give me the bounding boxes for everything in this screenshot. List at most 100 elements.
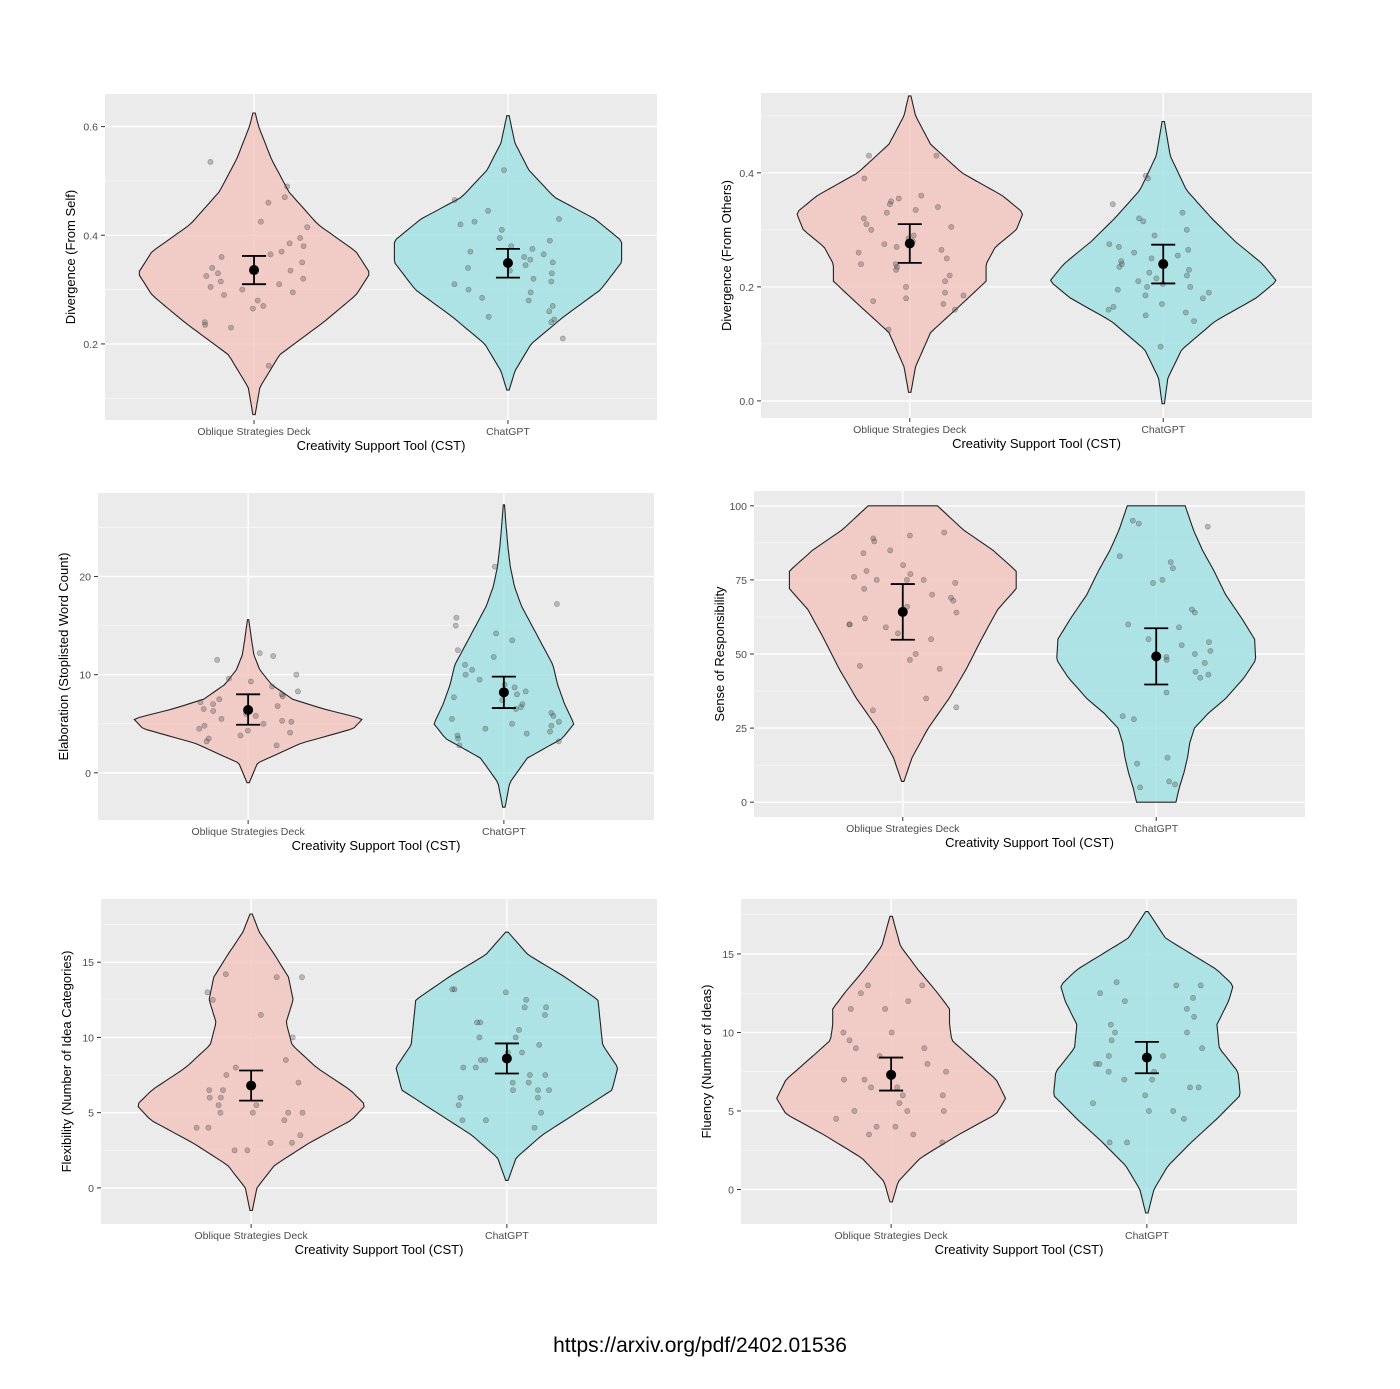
data-point [554,601,560,607]
data-point [900,562,906,568]
data-point [1113,979,1120,986]
data-point [265,362,272,369]
data-point [555,738,562,745]
data-point [276,281,283,288]
data-point [903,283,909,290]
data-point [455,1102,462,1108]
data-point [514,691,520,698]
data-point [516,1027,522,1033]
data-point [1192,668,1199,675]
data-point [286,240,293,247]
data-point [542,1072,549,1078]
data-point [1142,172,1149,179]
data-point [550,713,557,719]
data-point [548,710,555,716]
data-point [455,735,461,742]
data-point [512,1034,519,1041]
data-point [257,1012,264,1018]
data-point [548,278,555,285]
data-point [882,1006,888,1012]
data-point [522,688,529,695]
data-point [1183,226,1190,233]
data-point [295,1079,302,1086]
data-point [289,1139,295,1146]
data-point [221,292,227,298]
data-point [928,636,934,643]
data-point [1190,995,1196,1001]
data-point [882,624,889,631]
data-point [888,198,894,205]
chart-panel-3: 0 10 20 Oblique Strategies Deck ChatGPT Creat… [56,493,654,853]
data-point [1170,1108,1177,1114]
data-point [260,720,267,727]
data-point [502,989,509,996]
data-point [1108,1037,1115,1044]
chart-panel-4: 0 25 50 75 100 Oblique Strategies Deck ChatGPT… [712,491,1305,850]
data-point [1135,278,1142,285]
data-point [1136,215,1142,222]
data-point [519,701,526,707]
panel-background [98,493,654,820]
data-point [938,246,945,253]
data-point [202,321,208,328]
data-point [225,675,232,682]
data-point [953,609,960,616]
data-point [894,263,900,270]
data-point [535,1094,541,1101]
data-point [289,1034,296,1041]
data-point [482,1057,489,1063]
data-point [871,538,878,545]
data-point [1129,517,1136,524]
data-point [1201,660,1208,666]
data-point [220,1087,226,1093]
data-point [936,665,943,672]
data-point [861,175,868,182]
data-point [491,563,498,570]
data-point [193,1124,200,1131]
data-point [203,273,210,279]
data-point [1096,1061,1103,1067]
data-point [1160,1053,1166,1059]
data-point [935,204,941,210]
data-point [279,693,286,700]
data-point [215,270,221,277]
data-point [274,703,281,709]
data-point [546,1087,552,1093]
data-point [549,302,556,309]
data-point [873,1123,880,1130]
data-point [300,275,307,282]
x-axis-title: Creativity Support Tool (CST) [952,436,1121,451]
chart-panel-1: 0.2 0.4 0.6 Oblique Strategies Deck ChatGPT C… [63,94,657,453]
x-tick-label: ChatGPT [1141,424,1185,436]
data-point [216,696,223,703]
data-point [887,547,894,554]
data-point [1164,754,1171,761]
data-point [217,278,224,285]
data-point [868,226,875,233]
data-point [279,717,285,724]
data-point [910,1131,917,1138]
data-point [929,591,935,598]
data-point [858,990,864,997]
data-point [1135,520,1142,527]
data-point [510,1087,516,1093]
data-point [299,1109,306,1116]
data-point [1204,523,1211,530]
data-point [284,183,291,190]
data-point [881,241,888,247]
data-point [477,1057,484,1063]
data-point [939,1139,946,1146]
data-point [451,986,458,993]
data-point [538,1109,544,1116]
data-point [237,732,244,739]
data-point [249,1109,256,1116]
data-point [215,1102,222,1108]
data-point [287,267,294,274]
y-tick-label: 5 [88,1108,94,1120]
data-point [1110,303,1117,310]
data-point [1148,255,1155,262]
data-point [253,1102,260,1108]
x-tick-label: ChatGPT [486,426,530,438]
data-point [201,722,208,729]
data-point [549,259,556,266]
